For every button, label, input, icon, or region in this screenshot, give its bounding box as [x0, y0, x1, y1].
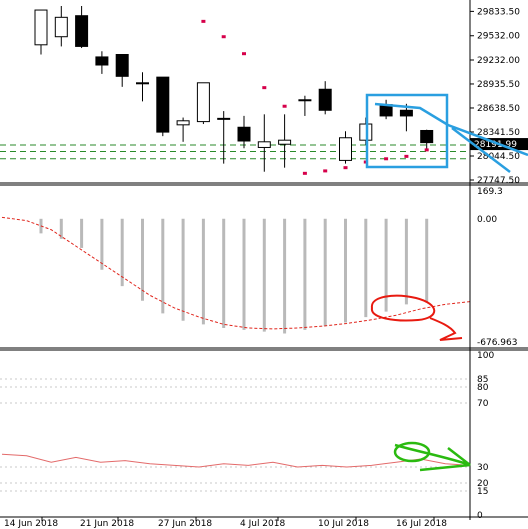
date-label: 4 Jul 2018 — [240, 519, 285, 529]
candle-body — [318, 88, 332, 111]
price-tick-label: 28638.50 — [477, 104, 520, 114]
price-panel: 28191.99 — [0, 6, 528, 175]
candle-body — [156, 76, 170, 133]
annotation-arrow — [429, 317, 463, 341]
candle-body — [339, 137, 352, 161]
price-tick-label: 28341.50 — [477, 128, 520, 138]
candle-body — [237, 126, 251, 142]
candle-body — [95, 56, 109, 66]
rsi-tick-label: 30 — [477, 463, 489, 473]
date-label: 16 Jul 2018 — [396, 519, 447, 529]
rsi-tick-label: 80 — [477, 383, 489, 393]
psar-dot — [282, 104, 287, 108]
rsi-panel — [0, 378, 471, 492]
psar-dot — [424, 148, 429, 152]
psar-dot — [323, 169, 328, 173]
rsi-tick-label: 20 — [477, 479, 489, 489]
psar-dot — [302, 171, 307, 175]
psar-dot — [404, 154, 409, 158]
current-price-label: 28191.99 — [474, 140, 517, 150]
oscillator-panel — [1, 216, 471, 334]
price-tick-label: 27747.50 — [477, 176, 520, 186]
candle-body — [196, 82, 210, 123]
date-label: 10 Jul 2018 — [318, 519, 369, 529]
candle-body — [399, 109, 413, 117]
annotation-arrow — [394, 443, 471, 472]
date-label: 21 Jun 2018 — [80, 519, 134, 529]
psar-dot — [221, 35, 226, 39]
psar-dot — [242, 52, 246, 56]
price-tick-label: 29532.00 — [477, 32, 520, 42]
rsi-tick-label: 0 — [477, 511, 483, 521]
rsi-tick-label: 100 — [477, 351, 494, 361]
psar-dot — [384, 157, 389, 161]
rsi-tick-label: 70 — [477, 399, 489, 409]
psar-dot — [201, 19, 206, 23]
price-tick-label: 29833.50 — [477, 7, 520, 17]
price-tick-label: 28044.50 — [477, 152, 520, 162]
annotation-circle — [393, 441, 431, 463]
date-label: 14 Jun 2018 — [4, 519, 58, 529]
signal-line — [1, 216, 471, 330]
candle-body — [115, 54, 129, 77]
candle-body — [176, 120, 190, 126]
candle-body — [54, 16, 68, 38]
candle-body — [75, 15, 89, 47]
oscillator-tick-label: 169.3 — [477, 187, 503, 197]
oscillator-tick-label: -676.963 — [477, 338, 517, 348]
candle-body — [420, 129, 434, 144]
date-label: 27 Jun 2018 — [158, 519, 212, 529]
oscillator-tick-label: 0.00 — [477, 215, 497, 225]
annotation-box — [365, 93, 449, 169]
candle-body — [298, 99, 312, 102]
psar-dot — [262, 86, 267, 90]
candle-body — [136, 82, 149, 85]
annotation-layer — [365, 93, 528, 472]
psar-dot — [343, 166, 348, 170]
candle-body — [217, 117, 231, 120]
rsi-tick-label: 15 — [477, 487, 488, 497]
candle-body — [34, 9, 48, 46]
rsi-line — [1, 453, 471, 468]
price-tick-label: 29232.00 — [477, 56, 520, 66]
candle-body — [257, 141, 271, 148]
annotation-arrow — [374, 102, 528, 173]
candle-body — [278, 139, 292, 145]
price-tick-label: 28935.50 — [477, 80, 520, 90]
annotation-circle — [371, 294, 436, 322]
rsi-tick-label: 85 — [477, 375, 488, 385]
